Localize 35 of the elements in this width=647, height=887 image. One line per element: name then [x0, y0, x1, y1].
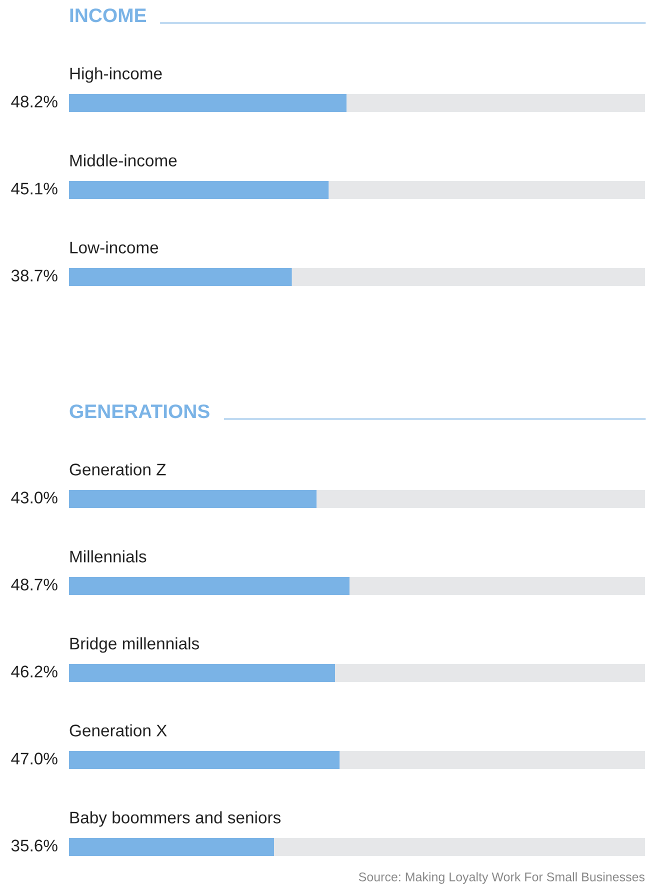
data-label: 46.2%	[11, 666, 58, 678]
data-label: 43.0%	[11, 492, 58, 504]
y-tick-label: High-income	[70, 67, 162, 83]
bar	[69, 577, 350, 595]
bar	[69, 181, 329, 199]
chart-title: INCOME	[70, 8, 146, 22]
source-note: Source: Making Loyalty Work For Small Businesses	[358, 872, 645, 884]
y-tick-label: Middle-income	[70, 154, 177, 166]
bar	[69, 268, 292, 286]
bar	[350, 577, 645, 595]
bar	[316, 490, 645, 508]
data-label: 48.2%	[11, 96, 58, 108]
y-tick-label: Baby boommers and seniors	[70, 811, 281, 827]
bar	[69, 751, 340, 769]
bar	[340, 751, 645, 769]
bar	[69, 94, 347, 112]
bar	[292, 268, 645, 286]
bar	[69, 490, 317, 508]
y-tick-label: Generation Z	[70, 463, 166, 476]
y-tick-label: Low-income	[70, 241, 158, 254]
y-tick-label: Millennials	[70, 550, 146, 562]
data-label: 45.1%	[11, 182, 58, 194]
data-label: 38.7%	[11, 270, 58, 282]
bar	[69, 664, 336, 682]
bar	[335, 664, 645, 682]
bar	[274, 838, 645, 856]
bar	[69, 838, 274, 856]
data-label: 35.6%	[11, 840, 58, 852]
chart-title: GENERATIONS	[70, 404, 210, 418]
data-label: 48.7%	[11, 578, 58, 590]
bar	[346, 94, 645, 112]
bar	[328, 181, 645, 199]
data-label: 47.0%	[11, 752, 58, 764]
y-tick-label: Bridge millennials	[70, 637, 200, 653]
y-tick-label: Generation X	[70, 724, 167, 736]
